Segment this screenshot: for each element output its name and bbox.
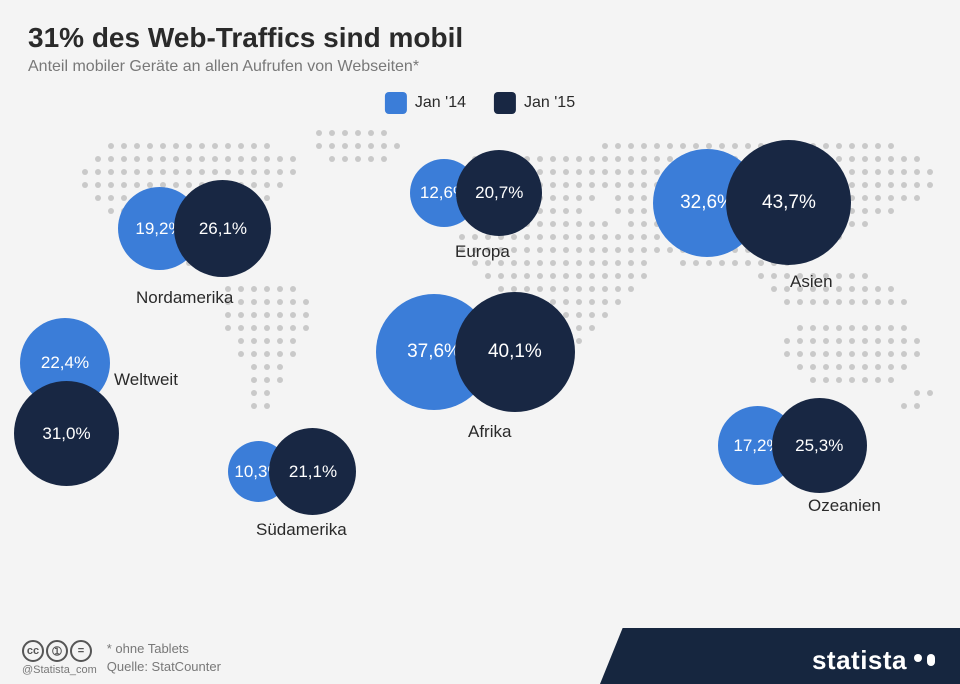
footer-cc-block: cc ➀ = @Statista_com (22, 640, 97, 676)
bubble-suedamerika-2015: 21,1% (269, 428, 356, 515)
brand-dots-icon (913, 654, 936, 666)
value-afrika-2014: 37,6% (407, 341, 461, 363)
value-europa-2015: 20,7% (475, 183, 523, 203)
legend-swatch-2015 (494, 92, 516, 114)
brand-text: statista (812, 645, 907, 676)
bubble-europa-2015: 20,7% (456, 150, 542, 236)
value-ozeanien-2015: 25,3% (795, 436, 843, 456)
label-nordamerika: Nordamerika (136, 288, 233, 308)
cc-license-icons: cc ➀ = (22, 640, 97, 662)
footer-source: Quelle: StatCounter (107, 658, 221, 676)
label-europa: Europa (455, 242, 510, 262)
legend-label-2014: Jan '14 (415, 94, 466, 112)
label-weltweit: Weltweit (114, 370, 178, 390)
footer: cc ➀ = @Statista_com * ohne Tablets Quel… (0, 624, 960, 684)
label-afrika: Afrika (468, 422, 511, 442)
bubble-afrika-2015: 40,1% (455, 292, 575, 412)
header: 31% des Web-Traffics sind mobil Anteil m… (0, 0, 960, 82)
bubble-asien-2015: 43,7% (726, 140, 851, 265)
value-asien-2015: 43,7% (762, 192, 816, 214)
by-icon: ➀ (46, 640, 68, 662)
bubble-nordamerika-2015: 26,1% (174, 180, 271, 277)
footer-left: cc ➀ = @Statista_com * ohne Tablets Quel… (22, 640, 221, 676)
page-title: 31% des Web-Traffics sind mobil (28, 22, 932, 54)
footer-notes: * ohne Tablets Quelle: StatCounter (107, 640, 221, 676)
bubble-ozeanien-2015: 25,3% (772, 398, 867, 493)
label-suedamerika: Südamerika (256, 520, 347, 540)
label-asien: Asien (790, 272, 833, 292)
region-europa: 12,6% 20,7% (410, 150, 542, 236)
value-afrika-2015: 40,1% (488, 341, 542, 363)
legend-item-2014: Jan '14 (385, 92, 466, 114)
label-ozeanien: Ozeanien (808, 496, 881, 516)
legend-swatch-2014 (385, 92, 407, 114)
bubble-weltweit-2015: 31,0% (14, 381, 119, 486)
map-area: 22,4% 31,0% Weltweit 19,2% 26,1% Nordame… (0, 120, 960, 624)
region-ozeanien: 17,2% 25,3% (718, 398, 867, 493)
nd-icon: = (70, 640, 92, 662)
value-weltweit-2015: 31,0% (42, 424, 90, 444)
value-suedamerika-2015: 21,1% (289, 462, 337, 482)
legend-item-2015: Jan '15 (494, 92, 575, 114)
cc-icon: cc (22, 640, 44, 662)
region-asien: 32,6% 43,7% (653, 140, 851, 265)
region-nordamerika: 19,2% 26,1% (118, 180, 271, 277)
value-weltweit-2014: 22,4% (41, 353, 89, 373)
infographic-container: 31% des Web-Traffics sind mobil Anteil m… (0, 0, 960, 684)
legend-label-2015: Jan '15 (524, 94, 575, 112)
value-nordamerika-2015: 26,1% (199, 219, 247, 239)
region-suedamerika: 10,3% 21,1% (228, 428, 356, 515)
region-afrika: 37,6% 40,1% (376, 292, 575, 412)
footer-note: * ohne Tablets (107, 640, 221, 658)
legend: Jan '14 Jan '15 (385, 92, 575, 114)
footer-handle: @Statista_com (22, 664, 97, 676)
footer-brand: statista (812, 645, 936, 676)
page-subtitle: Anteil mobiler Geräte an allen Aufrufen … (28, 58, 932, 76)
